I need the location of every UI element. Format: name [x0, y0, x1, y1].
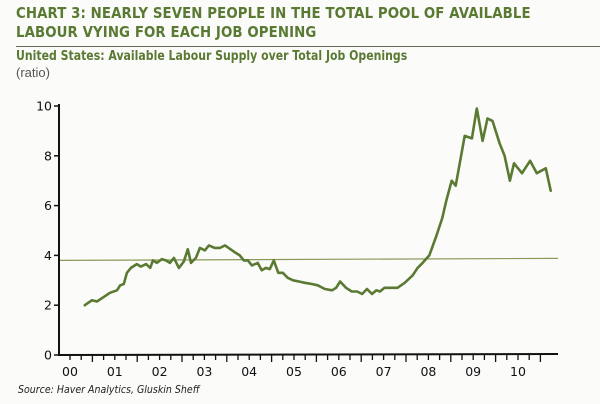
- x-tick-label: 04: [241, 364, 257, 379]
- chart-subtitle: United States: Available Labour Supply o…: [16, 49, 408, 64]
- source-note: Source: Haver Analytics, Gluskin Sheff: [18, 384, 200, 396]
- y-tick-label: 4: [44, 248, 52, 263]
- x-tick-label: 09: [465, 364, 481, 379]
- chart-title: CHART 3: NEARLY SEVEN PEOPLE IN THE TOTA…: [16, 4, 531, 42]
- x-tick-label: 05: [286, 364, 302, 379]
- plot-area: [59, 107, 559, 307]
- x-tick-label: 06: [331, 364, 347, 379]
- y-tick-label: 8: [44, 148, 52, 163]
- x-axis: 00 01 02 03 04 05 06 07 08 09 10: [57, 353, 559, 379]
- x-axis-line: [57, 353, 559, 356]
- y-tick-label: 6: [44, 198, 52, 213]
- chart-title-line-1: CHART 3: NEARLY SEVEN PEOPLE IN THE TOTA…: [16, 4, 531, 22]
- x-tick-label: 01: [107, 364, 123, 379]
- x-tick-label: 08: [420, 364, 436, 379]
- title-divider: [16, 46, 600, 47]
- y-axis: 0 2 4 6 8 10: [36, 99, 60, 363]
- y-tick-label: 0: [44, 348, 52, 363]
- chart-title-line-2: LABOUR VYING FOR EACH JOB OPENING: [16, 23, 317, 41]
- x-tick-label: 00: [62, 364, 78, 379]
- series-line: [83, 107, 553, 307]
- x-tick-label: 10: [510, 364, 526, 379]
- y-axis-unit-label: (ratio): [16, 65, 50, 80]
- x-tick-label: 02: [152, 364, 168, 379]
- x-tick-label: 03: [196, 364, 212, 379]
- y-tick-label: 2: [44, 298, 52, 313]
- y-tick-label: 10: [36, 99, 52, 114]
- reference-line: [59, 257, 559, 261]
- x-tick-label: 07: [376, 364, 392, 379]
